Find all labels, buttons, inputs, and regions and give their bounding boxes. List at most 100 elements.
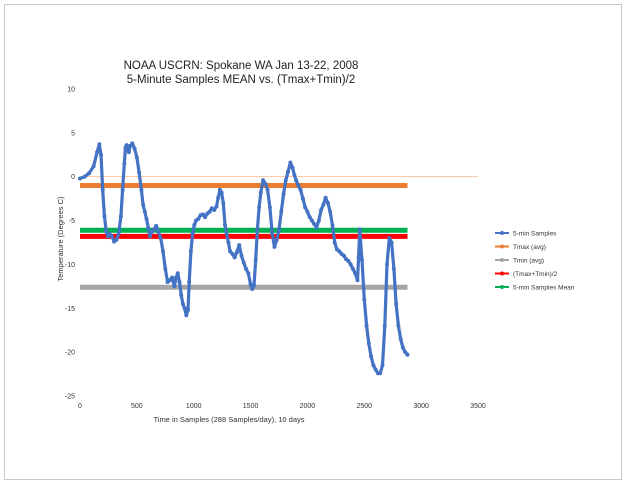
data-point <box>216 195 221 200</box>
legend-entry: (Tmax+Tmin)/2 <box>495 271 558 278</box>
chart-title: NOAA USCRN: Spokane WA Jan 13-22, 2008 <box>124 60 359 72</box>
data-point <box>200 212 205 217</box>
data-point <box>234 250 239 255</box>
data-point <box>212 208 217 213</box>
data-point <box>97 142 102 147</box>
data-point <box>167 278 172 283</box>
data-point <box>279 209 284 214</box>
legend-swatch-marker <box>500 285 504 289</box>
data-point <box>161 249 166 254</box>
data-point <box>134 155 139 160</box>
data-point <box>78 176 82 181</box>
data-point <box>261 178 266 183</box>
data-point <box>187 279 192 284</box>
data-point <box>130 141 135 146</box>
data-point <box>146 225 151 230</box>
data-point <box>170 275 175 280</box>
legend-entry: 5-min Samples <box>495 230 557 237</box>
legend-label: 5-min Samples <box>513 230 557 237</box>
data-point <box>239 253 244 258</box>
data-point <box>232 255 237 260</box>
data-point <box>241 260 246 265</box>
data-point <box>246 271 251 276</box>
data-point <box>357 227 362 232</box>
data-point <box>226 240 231 245</box>
data-point <box>257 205 262 210</box>
data-point <box>128 144 133 149</box>
data-point <box>382 323 387 328</box>
data-point <box>180 301 185 306</box>
data-point <box>265 187 270 192</box>
data-point <box>319 208 324 213</box>
data-point <box>251 283 256 288</box>
y-tick-label: -20 <box>65 350 75 357</box>
data-point <box>107 231 112 236</box>
data-point <box>341 253 346 258</box>
legend-label: Tmax (avg) <box>513 244 546 251</box>
legend-swatch-marker <box>500 258 504 262</box>
data-point <box>91 164 96 169</box>
y-tick-label: -15 <box>65 306 75 313</box>
legend-label: 5-min Samples Mean <box>513 284 575 291</box>
y-axis-label: Temperature (Degrees C) <box>56 196 65 282</box>
data-point <box>147 234 152 239</box>
data-point <box>309 218 314 223</box>
chart-frame: NOAA USCRN: Spokane WA Jan 13-22, 2008 5… <box>4 4 622 480</box>
data-point <box>305 209 310 214</box>
data-point <box>87 171 92 176</box>
data-point <box>294 178 299 183</box>
data-point <box>348 262 353 267</box>
data-point <box>270 231 275 236</box>
data-point <box>307 215 312 220</box>
data-point <box>387 236 392 241</box>
data-point <box>385 262 390 267</box>
data-point <box>312 222 317 227</box>
data-point <box>203 215 208 220</box>
data-point <box>132 146 137 151</box>
data-point <box>116 231 121 236</box>
legend-swatch-marker <box>500 244 504 249</box>
y-tick-label: 0 <box>71 174 75 181</box>
data-point <box>255 227 260 232</box>
data-point <box>396 323 401 328</box>
data-point <box>221 201 226 206</box>
data-point <box>175 271 180 276</box>
x-tick-label: 500 <box>131 403 143 410</box>
data-point <box>122 161 127 166</box>
data-point <box>179 293 184 298</box>
data-point <box>99 152 104 157</box>
data-point <box>288 160 293 165</box>
data-point <box>356 255 361 260</box>
legend-swatch-marker <box>500 271 504 276</box>
data-point <box>300 196 305 201</box>
data-point <box>274 237 279 242</box>
data-point <box>82 174 87 179</box>
data-point <box>332 240 337 245</box>
data-point <box>405 352 410 357</box>
data-point <box>321 202 326 207</box>
chart-svg: NOAA USCRN: Spokane WA Jan 13-22, 2008 5… <box>56 60 575 424</box>
data-point <box>102 214 107 219</box>
data-point <box>144 216 149 221</box>
data-point <box>172 284 177 289</box>
legend-entry: Tmin (avg) <box>495 257 544 264</box>
data-point <box>314 225 319 230</box>
legend: 5-min Samples Tmax (avg) Tmin (avg) (Tmax+T… <box>495 230 575 291</box>
data-point <box>184 313 189 318</box>
legend-entry: 5-min Samples Mean <box>495 284 575 291</box>
data-point <box>323 195 328 200</box>
data-point <box>214 204 219 209</box>
data-point <box>389 240 394 245</box>
data-point <box>267 205 272 210</box>
data-point <box>151 227 156 232</box>
data-point <box>244 266 249 271</box>
data-point <box>177 279 182 284</box>
data-point <box>124 143 129 148</box>
legend-entry: Tmax (avg) <box>495 244 546 251</box>
data-point <box>258 190 263 195</box>
data-point <box>182 306 187 311</box>
data-point <box>360 258 365 263</box>
data-point <box>118 214 123 219</box>
data-point <box>141 202 146 207</box>
data-point <box>230 251 235 256</box>
